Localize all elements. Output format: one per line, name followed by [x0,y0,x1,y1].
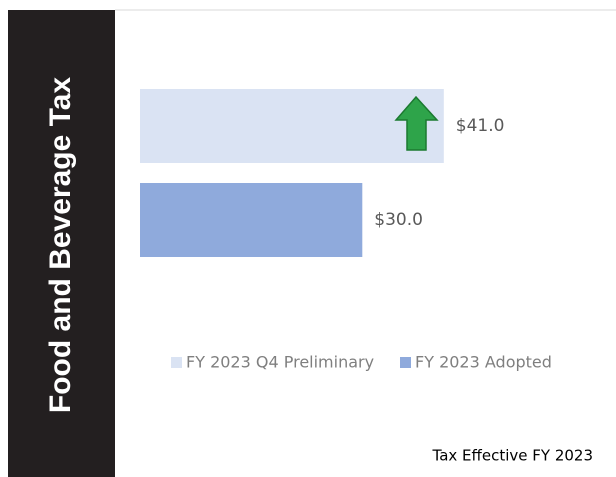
legend-label: FY 2023 Adopted [415,353,552,372]
bar [140,183,363,257]
legend-swatch [400,357,411,368]
bar [140,89,444,163]
side-panel [8,10,115,477]
value-label: $41.0 [456,116,505,136]
up-arrow-icon [394,95,439,151]
legend-swatch [171,357,182,368]
legend-label: FY 2023 Q4 Preliminary [186,353,374,372]
value-label: $30.0 [374,210,423,230]
note: Tax Effective FY 2023 [432,447,593,465]
chart-title: Food and Beverage Tax [44,77,77,414]
